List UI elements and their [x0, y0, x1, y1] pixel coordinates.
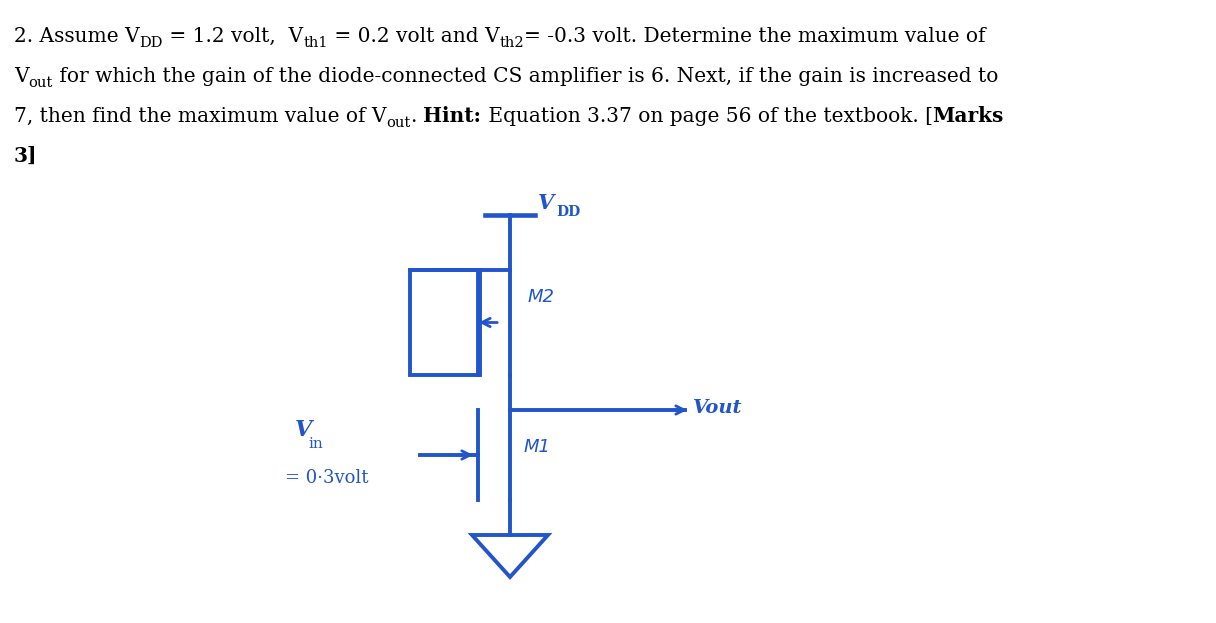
- Text: out: out: [387, 116, 411, 130]
- Text: for which the gain of the diode-connected CS amplifier is 6. Next, if the gain i: for which the gain of the diode-connecte…: [52, 67, 998, 86]
- Text: th2: th2: [500, 36, 524, 50]
- Text: 7, then find the maximum value of V: 7, then find the maximum value of V: [15, 107, 387, 126]
- Text: 3]: 3]: [15, 146, 38, 166]
- Text: DD: DD: [556, 205, 580, 219]
- Text: DD: DD: [140, 36, 163, 50]
- Text: Vout: Vout: [693, 399, 743, 417]
- Text: 2. Assume V: 2. Assume V: [15, 27, 140, 46]
- Text: M1: M1: [524, 438, 551, 456]
- Text: th1: th1: [303, 36, 328, 50]
- Text: V: V: [15, 67, 29, 86]
- Text: = 0·3volt: = 0·3volt: [285, 469, 368, 487]
- Text: .: .: [411, 107, 423, 126]
- Text: = 0.2 volt and V: = 0.2 volt and V: [328, 27, 500, 46]
- Text: Marks: Marks: [933, 106, 1004, 126]
- Text: = 1.2 volt,  V: = 1.2 volt, V: [163, 27, 303, 46]
- Text: V: V: [295, 419, 313, 441]
- Text: Hint:: Hint:: [423, 106, 482, 126]
- Text: = -0.3 volt. Determine the maximum value of: = -0.3 volt. Determine the maximum value…: [524, 27, 985, 46]
- Text: V: V: [537, 193, 554, 213]
- Text: in: in: [308, 437, 322, 451]
- Text: M2: M2: [528, 288, 554, 306]
- Bar: [410, 270, 480, 375]
- Text: out: out: [29, 76, 52, 90]
- Text: Equation 3.37 on page 56 of the textbook. [: Equation 3.37 on page 56 of the textbook…: [482, 107, 933, 126]
